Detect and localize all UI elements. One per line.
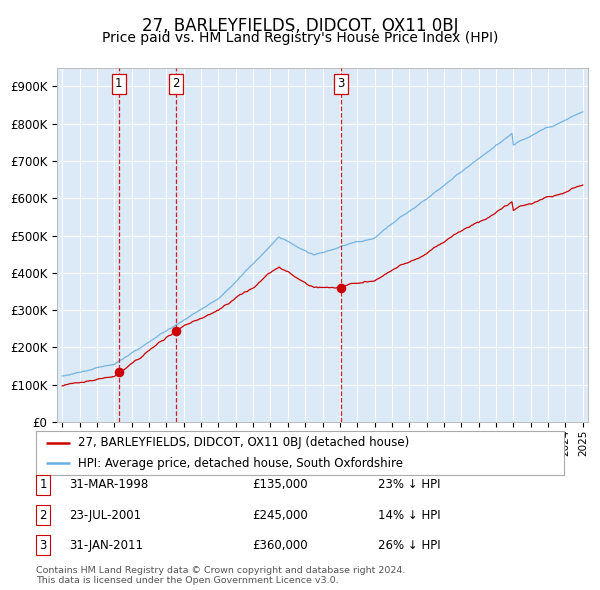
Point [114, 367, 124, 376]
Text: Price paid vs. HM Land Registry's House Price Index (HPI): Price paid vs. HM Land Registry's House … [102, 31, 498, 45]
Text: 23% ↓ HPI: 23% ↓ HPI [378, 478, 440, 491]
Text: HPI: Average price, detached house, South Oxfordshire: HPI: Average price, detached house, Sout… [78, 457, 403, 470]
Text: 31-MAR-1998: 31-MAR-1998 [69, 478, 148, 491]
Text: 3: 3 [40, 539, 47, 552]
Text: £135,000: £135,000 [252, 478, 308, 491]
Text: 27, BARLEYFIELDS, DIDCOT, OX11 0BJ: 27, BARLEYFIELDS, DIDCOT, OX11 0BJ [142, 17, 458, 35]
Text: 23-JUL-2001: 23-JUL-2001 [69, 509, 141, 522]
Point [337, 283, 346, 293]
Text: 2: 2 [172, 77, 179, 90]
Text: 31-JAN-2011: 31-JAN-2011 [69, 539, 143, 552]
Text: 14% ↓ HPI: 14% ↓ HPI [378, 509, 440, 522]
Text: 27, BARLEYFIELDS, DIDCOT, OX11 0BJ (detached house): 27, BARLEYFIELDS, DIDCOT, OX11 0BJ (deta… [78, 436, 409, 449]
Text: 26% ↓ HPI: 26% ↓ HPI [378, 539, 440, 552]
Text: 1: 1 [40, 478, 47, 491]
Text: £245,000: £245,000 [252, 509, 308, 522]
Text: 1: 1 [115, 77, 122, 90]
Text: 3: 3 [338, 77, 345, 90]
Text: Contains HM Land Registry data © Crown copyright and database right 2024.
This d: Contains HM Land Registry data © Crown c… [36, 566, 406, 585]
Text: £360,000: £360,000 [252, 539, 308, 552]
Text: 2: 2 [40, 509, 47, 522]
Point [171, 326, 181, 335]
